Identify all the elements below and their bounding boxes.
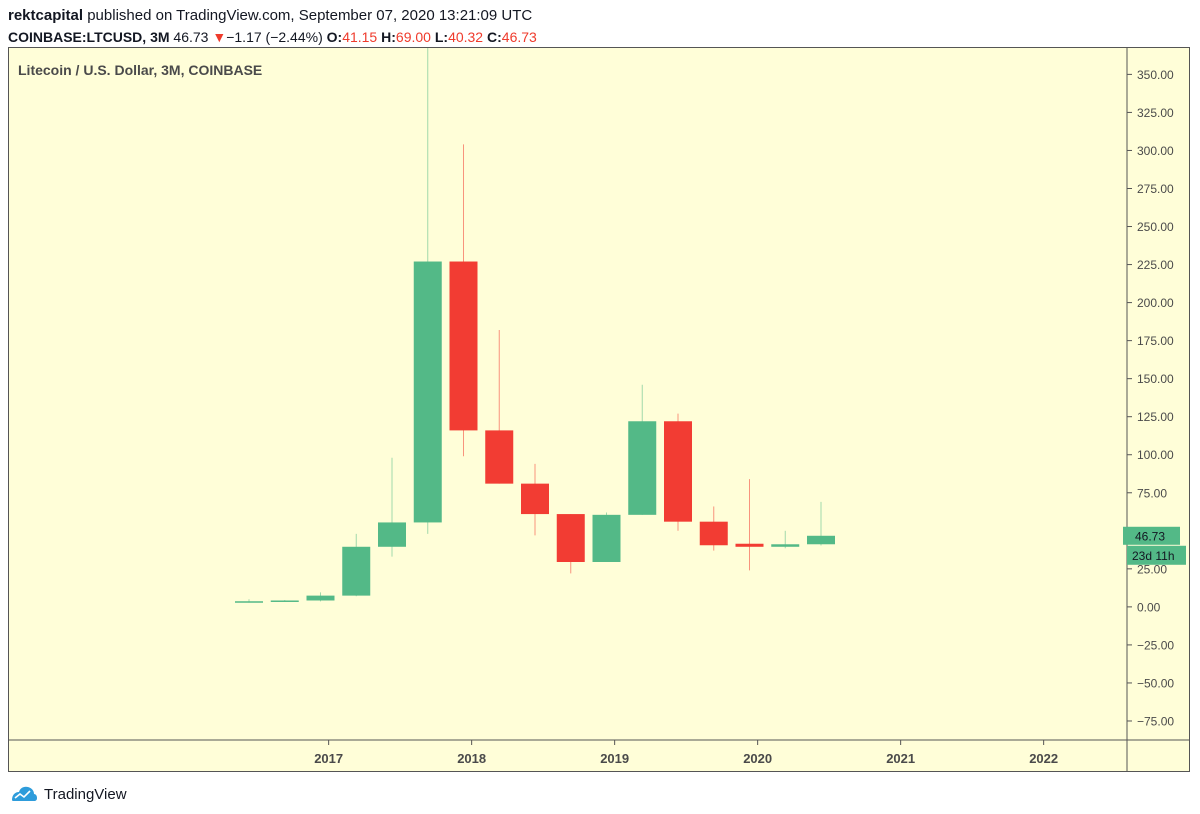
- candle-body: [521, 483, 549, 515]
- y-tick-label: 275.00: [1137, 182, 1174, 196]
- x-tick-label: 2018: [457, 751, 486, 766]
- tradingview-brand[interactable]: TradingView: [44, 785, 127, 803]
- close-value: 46.73: [501, 29, 537, 45]
- y-tick-label: 0.00: [1137, 600, 1161, 614]
- time-axis-area[interactable]: [8, 740, 1190, 772]
- ohlc-line: COINBASE:LTCUSD, 3M 46.73 ▼−1.17 (−2.44%…: [8, 28, 1188, 47]
- candle-body: [735, 543, 764, 547]
- candle-body: [628, 421, 657, 515]
- close-label: C:: [487, 29, 502, 45]
- published-text: published on TradingView.com, September …: [87, 7, 533, 24]
- countdown-badge: [1127, 545, 1186, 565]
- interval: 3M: [150, 29, 170, 45]
- candle-body: [449, 261, 478, 431]
- change-down-icon: ▼: [212, 29, 227, 45]
- tradingview-logo-icon: [12, 786, 37, 801]
- low-value: 40.32: [448, 29, 484, 45]
- footer: TradingView: [10, 784, 127, 804]
- chart-title: Litecoin / U.S. Dollar, 3M, COINBASE: [18, 62, 262, 78]
- last-price-label: 46.73: [1135, 529, 1165, 543]
- chart-frame: [8, 47, 1190, 772]
- y-axis-ticks: 350.00 325.00 300.00 275.00 250.00 225.00 200.…: [1127, 68, 1174, 728]
- low-label: L:: [434, 29, 449, 45]
- candle-body: [771, 544, 800, 547]
- y-tick-label: 25.00: [1137, 562, 1167, 576]
- plot-area[interactable]: [8, 47, 1127, 740]
- price-change: −1.17 (−2.44%): [226, 29, 323, 45]
- candle-body: [485, 430, 514, 484]
- y-tick-label: 200.00: [1137, 296, 1174, 310]
- y-tick-label: 175.00: [1137, 334, 1174, 348]
- y-tick-label: −75.00: [1137, 714, 1174, 728]
- y-tick-label: 350.00: [1137, 68, 1174, 82]
- y-tick-label: 225.00: [1137, 258, 1174, 272]
- symbol: COINBASE:LTCUSD,: [8, 29, 147, 45]
- high-label: H:: [381, 29, 396, 45]
- candle-body: [270, 600, 299, 602]
- candle-body: [664, 421, 692, 522]
- candles: [235, 48, 835, 603]
- x-axis-ticks: 2017 2018 2019 2020 2021 2022: [314, 740, 1058, 766]
- candle-body: [807, 535, 835, 545]
- y-tick-label: 300.00: [1137, 144, 1174, 158]
- last-price: 46.73: [173, 29, 209, 45]
- open-value: 41.15: [342, 29, 378, 45]
- publish-line: rektcapital published on TradingView.com…: [8, 6, 1188, 25]
- candle-body: [592, 514, 621, 562]
- x-tick-label: 2019: [600, 751, 629, 766]
- y-tick-label: −50.00: [1137, 676, 1174, 690]
- chart-header: rektcapital published on TradingView.com…: [8, 6, 1188, 47]
- x-tick-label: 2017: [314, 751, 343, 766]
- y-tick-label: 75.00: [1137, 486, 1167, 500]
- y-tick-label: 100.00: [1137, 448, 1174, 462]
- candle-body: [378, 522, 406, 547]
- price-axis-area[interactable]: [1127, 47, 1190, 740]
- high-value: 69.00: [395, 29, 431, 45]
- candle-body: [235, 601, 263, 603]
- y-tick-label: 250.00: [1137, 220, 1174, 234]
- x-tick-label: 2020: [743, 751, 772, 766]
- candle-body: [556, 514, 585, 562]
- price-badges: 46.73 23d 11h: [1123, 526, 1186, 565]
- candle-body: [342, 546, 371, 596]
- y-tick-label: 150.00: [1137, 372, 1174, 386]
- candle-body: [306, 595, 335, 601]
- y-tick-label: −25.00: [1137, 638, 1174, 652]
- y-tick-label: 125.00: [1137, 410, 1174, 424]
- countdown-label: 23d 11h: [1132, 549, 1175, 563]
- candle-body: [413, 261, 442, 523]
- open-label: O:: [326, 29, 343, 45]
- author-name[interactable]: rektcapital: [8, 7, 84, 24]
- x-tick-label: 2021: [886, 751, 915, 766]
- y-tick-label: 325.00: [1137, 106, 1174, 120]
- last-price-badge: [1123, 526, 1180, 545]
- candle-body: [699, 521, 728, 546]
- x-tick-label: 2022: [1029, 751, 1058, 766]
